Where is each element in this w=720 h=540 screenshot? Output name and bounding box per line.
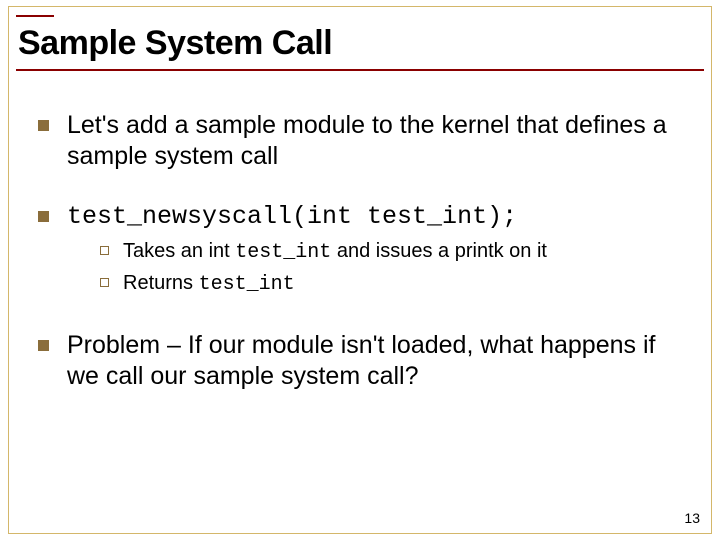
- title-underline: [16, 69, 704, 71]
- sub-prefix: Takes an int: [123, 240, 235, 262]
- sub-text: Returns test_int: [123, 270, 295, 298]
- sub-code: test_int: [235, 241, 331, 264]
- bullet-text: Problem – If our module isn't loaded, wh…: [67, 330, 690, 393]
- title-accent-top: [16, 15, 54, 17]
- slide-title: Sample System Call: [18, 24, 332, 63]
- sub-suffix: and issues a printk on it: [331, 240, 547, 262]
- sub-text: Takes an int test_int and issues a print…: [123, 238, 547, 266]
- slide-content: Let's add a sample module to the kernel …: [38, 110, 690, 420]
- bullet-code: test_newsyscall(int test_int);: [67, 201, 517, 232]
- sub-item: Takes an int test_int and issues a print…: [100, 238, 690, 266]
- bullet-marker: [38, 211, 49, 222]
- sub-marker: [100, 278, 109, 287]
- sub-prefix: Returns: [123, 272, 199, 294]
- bullet-item: Problem – If our module isn't loaded, wh…: [38, 330, 690, 393]
- bullet-item: Let's add a sample module to the kernel …: [38, 110, 690, 173]
- bullet-marker: [38, 120, 49, 131]
- sub-code: test_int: [199, 273, 295, 296]
- sub-item: Returns test_int: [100, 270, 690, 298]
- sub-marker: [100, 246, 109, 255]
- bullet-text: Let's add a sample module to the kernel …: [67, 110, 690, 173]
- bullet-marker: [38, 340, 49, 351]
- bullet-item: test_newsyscall(int test_int);: [38, 201, 690, 232]
- sub-list: Takes an int test_int and issues a print…: [100, 238, 690, 298]
- page-number: 13: [684, 510, 700, 526]
